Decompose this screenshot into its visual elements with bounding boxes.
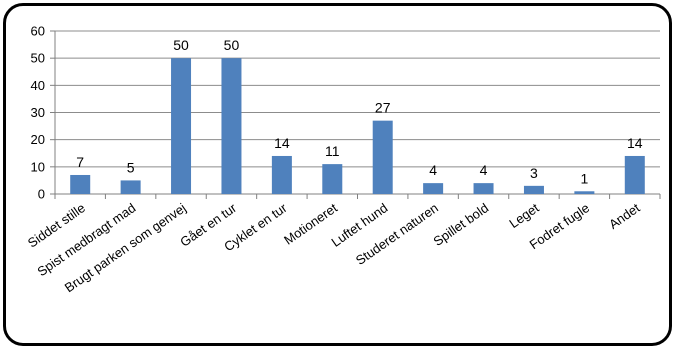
data-label: 14 xyxy=(274,135,290,151)
bar xyxy=(423,183,444,194)
bar xyxy=(271,155,292,194)
bar xyxy=(574,191,595,194)
data-label: 4 xyxy=(480,162,488,178)
axes xyxy=(50,30,661,199)
data-label: 3 xyxy=(530,165,538,181)
y-tick-label: 40 xyxy=(31,78,45,93)
bar xyxy=(624,155,645,194)
data-label: 7 xyxy=(76,154,84,170)
y-tick-label: 10 xyxy=(31,159,45,174)
y-tick-labels: 0 10 20 30 40 50 60 xyxy=(31,24,45,202)
y-tick-label: 60 xyxy=(31,24,45,39)
bar xyxy=(171,58,192,194)
data-labels: 7 5 50 50 14 11 27 4 4 3 1 14 xyxy=(76,37,642,186)
bar xyxy=(473,183,494,194)
y-tick-label: 0 xyxy=(38,187,45,202)
gridlines xyxy=(55,30,660,168)
data-label: 1 xyxy=(580,170,588,186)
bars xyxy=(70,58,645,194)
bar xyxy=(372,120,393,194)
data-label: 4 xyxy=(429,162,437,178)
x-tick-label: Leget xyxy=(506,200,542,231)
data-label: 11 xyxy=(325,143,340,159)
data-label: 27 xyxy=(375,100,391,116)
y-tick-label: 50 xyxy=(31,51,45,66)
bar xyxy=(322,164,343,194)
y-tick-label: 20 xyxy=(31,132,45,147)
bar xyxy=(221,58,242,194)
x-tick-label: Andet xyxy=(606,200,643,232)
y-tick-label: 30 xyxy=(31,105,45,120)
bar xyxy=(70,174,91,194)
data-label: 50 xyxy=(224,37,240,53)
x-tick-label: Spillet bold xyxy=(431,200,492,249)
data-label: 5 xyxy=(127,159,135,175)
data-label: 14 xyxy=(627,135,643,151)
bar xyxy=(523,185,544,194)
bar xyxy=(120,180,141,194)
data-label: 50 xyxy=(173,37,189,53)
